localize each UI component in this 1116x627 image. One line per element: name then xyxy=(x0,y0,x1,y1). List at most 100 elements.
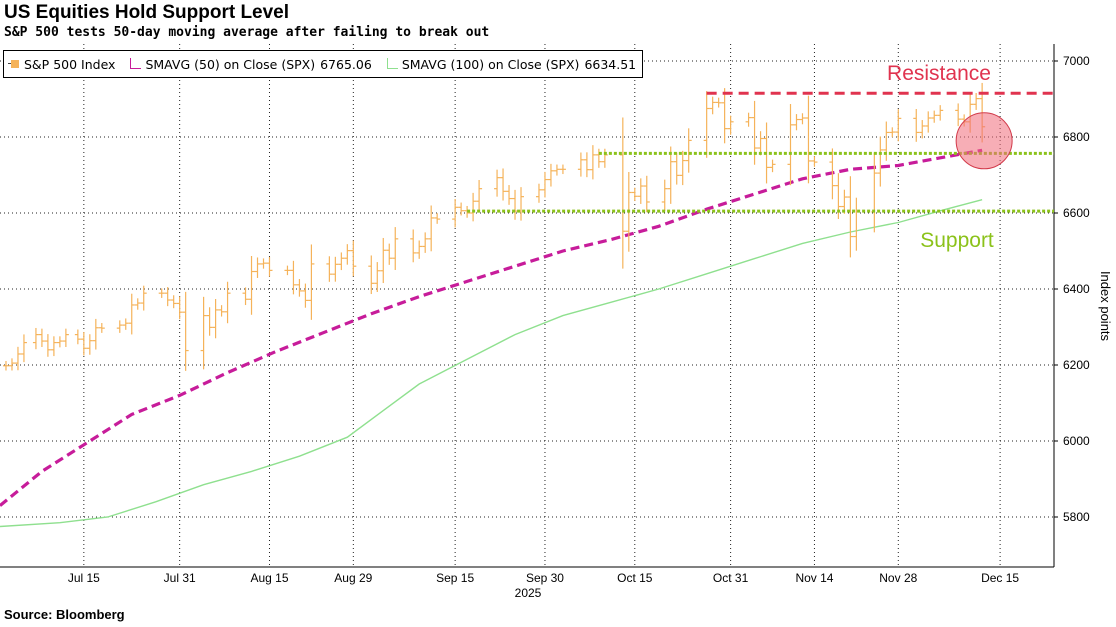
ohlc-bar xyxy=(20,334,27,363)
ohlc-bar xyxy=(973,93,980,110)
ohlc-bar xyxy=(458,202,465,216)
ohlc-bar xyxy=(583,152,590,178)
ohlc-bar xyxy=(212,298,219,339)
ohlc-bar xyxy=(140,285,147,311)
legend-item-sma50: SMAVG (50) on Close (SPX) 6765.06 xyxy=(129,56,372,72)
ohlc-bar xyxy=(80,332,87,356)
ohlc-bar xyxy=(518,187,525,221)
ohlc-bar xyxy=(476,179,483,210)
resistance-label: Resistance xyxy=(887,62,991,85)
ohlc-bar xyxy=(715,97,722,108)
ohlc-bar xyxy=(170,295,177,309)
ohlc-bar xyxy=(290,260,297,295)
highlight-circle xyxy=(955,112,1013,170)
ohlc-bar xyxy=(805,95,812,184)
y-tick-label: 7000 xyxy=(1063,54,1090,68)
source-note: Source: Bloomberg xyxy=(4,607,125,622)
ohlc-bar xyxy=(757,131,764,156)
ohlc-bar xyxy=(883,121,890,161)
ohlc-bar xyxy=(248,255,255,315)
x-tick-label: Sep 30 xyxy=(526,571,564,585)
ohlc-bar xyxy=(200,296,207,370)
ohlc-bar xyxy=(338,252,345,271)
ohlc-bar xyxy=(62,328,69,348)
ohlc-bar xyxy=(242,287,249,306)
sma50-line xyxy=(0,148,983,507)
ohlc-bar xyxy=(116,320,123,333)
ohlc-bar xyxy=(122,318,129,330)
ohlc-bar xyxy=(218,305,225,317)
ohlc-bar xyxy=(500,168,507,201)
ohlc-bar xyxy=(296,279,303,297)
y-tick-label: 6600 xyxy=(1063,206,1090,220)
ohlc-bar xyxy=(506,185,513,205)
ohlc-bar xyxy=(206,307,213,336)
ohlc-bar xyxy=(164,287,171,307)
ohlc-bar xyxy=(158,288,165,298)
ohlc-bar xyxy=(8,358,15,371)
ohlc-bar xyxy=(793,114,800,131)
ohlc-bar xyxy=(254,257,261,278)
x-tick-label: Dec 15 xyxy=(981,571,1019,585)
x-tick-label: Oct 31 xyxy=(713,571,749,585)
ohlc-bar xyxy=(176,296,183,320)
ohlc-bar xyxy=(877,136,884,187)
ohlc-bar xyxy=(368,255,375,295)
ohlc-bar xyxy=(709,96,716,115)
y-tick-label: 6000 xyxy=(1063,434,1090,448)
y-tick-label: 6400 xyxy=(1063,282,1090,296)
ohlc-bar xyxy=(589,145,596,180)
ohlc-bar xyxy=(44,334,51,357)
ohlc-bar xyxy=(38,328,45,348)
line-swatch-icon xyxy=(129,58,142,70)
ohlc-bar xyxy=(913,109,920,142)
ohlc-bar xyxy=(721,88,728,144)
ohlc-bar xyxy=(703,91,710,158)
ohlc-bar xyxy=(601,148,608,168)
x-tick-label: Jul 31 xyxy=(164,571,196,585)
ohlc-bar xyxy=(386,243,393,265)
x-tick-label: Nov 14 xyxy=(795,571,833,585)
ohlc-bar xyxy=(380,237,387,284)
ohlc-bar xyxy=(266,256,273,277)
ohlc-bar xyxy=(392,227,399,270)
ohlc-bar xyxy=(494,169,501,197)
ohlc-bar xyxy=(955,103,962,127)
ohlc-bar xyxy=(685,128,692,173)
ohlc-bar xyxy=(919,120,926,139)
chart-title: US Equities Hold Support Level xyxy=(4,2,290,23)
ohlc-bar xyxy=(224,281,231,324)
ohlc-bar xyxy=(344,244,351,265)
ohlc-bar xyxy=(470,192,477,222)
ohlc-bar xyxy=(535,183,542,203)
ohlc-bar xyxy=(547,163,554,187)
ohlc-bar xyxy=(829,148,836,200)
ohlc-bar xyxy=(847,176,854,258)
ohlc-bar xyxy=(56,336,63,348)
ohlc-bar xyxy=(326,256,333,282)
ohlc-bar xyxy=(853,197,860,251)
ohlc-bar xyxy=(727,115,734,135)
ohlc-bar xyxy=(302,283,309,308)
ohlc-bar xyxy=(182,291,189,371)
x-tick-label: Aug 15 xyxy=(250,571,288,585)
legend-label: SMAVG (50) on Close (SPX) xyxy=(145,56,316,72)
legend-label: SMAVG (100) on Close (SPX) xyxy=(401,56,580,72)
support-label: Support xyxy=(920,229,994,252)
legend: S&P 500 Index SMAVG (50) on Close (SPX) … xyxy=(3,50,644,78)
ohlc-swatch-icon xyxy=(8,58,20,70)
ohlc-bar xyxy=(74,329,81,345)
ohlc-bar xyxy=(284,265,291,276)
legend-label: S&P 500 Index xyxy=(24,56,116,72)
y-tick-label: 5800 xyxy=(1063,510,1090,524)
ohlc-bar xyxy=(410,229,417,263)
ohlc-bar xyxy=(643,175,650,213)
ohlc-bar xyxy=(50,336,57,357)
legend-item-sma100: SMAVG (100) on Close (SPX) 6634.51 xyxy=(386,57,636,72)
ohlc-bar xyxy=(260,258,267,269)
sma100-line xyxy=(0,199,983,528)
ohlc-bar xyxy=(32,327,39,350)
ohlc-bar xyxy=(811,156,818,167)
ohlc-bar xyxy=(751,100,758,165)
ohlc-bar xyxy=(428,205,435,252)
